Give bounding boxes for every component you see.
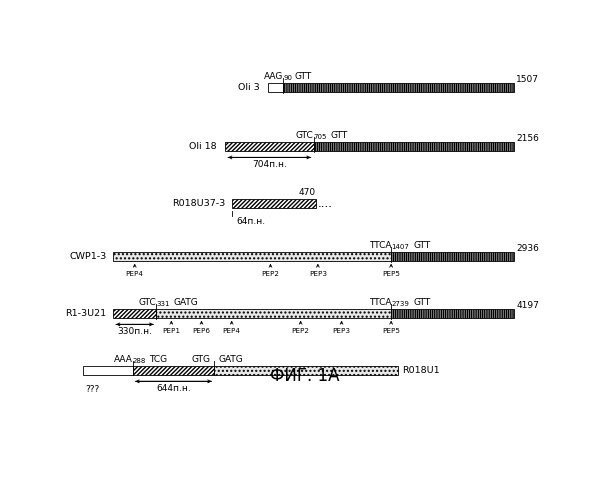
Text: PEP3: PEP3 bbox=[309, 270, 327, 276]
Bar bbox=[268, 83, 283, 92]
Text: AAA: AAA bbox=[114, 355, 133, 364]
Text: R018U1: R018U1 bbox=[402, 366, 440, 375]
Text: 470: 470 bbox=[299, 188, 316, 197]
Text: R1-3U21: R1-3U21 bbox=[65, 309, 107, 318]
Text: R018U37-3: R018U37-3 bbox=[172, 199, 226, 208]
Text: PEP6: PEP6 bbox=[193, 328, 211, 334]
Text: PEP4: PEP4 bbox=[126, 270, 144, 276]
Text: GATG: GATG bbox=[173, 298, 198, 307]
Text: TTCA: TTCA bbox=[369, 241, 391, 250]
Text: 1407: 1407 bbox=[391, 244, 409, 250]
Text: PEP2: PEP2 bbox=[261, 270, 280, 276]
Bar bbox=[83, 366, 133, 374]
Text: 4197: 4197 bbox=[516, 301, 539, 310]
Bar bbox=[133, 366, 214, 374]
Bar bbox=[391, 252, 514, 261]
Bar bbox=[214, 366, 397, 374]
Text: GTT: GTT bbox=[295, 72, 312, 81]
Text: 330п.н.: 330п.н. bbox=[117, 327, 152, 336]
Bar bbox=[283, 83, 514, 92]
Text: PEP3: PEP3 bbox=[333, 328, 350, 334]
Text: 2156: 2156 bbox=[516, 134, 539, 143]
Text: 704п.н.: 704п.н. bbox=[252, 160, 287, 169]
Text: 2936: 2936 bbox=[516, 244, 539, 254]
Text: ....: .... bbox=[318, 197, 333, 210]
Text: 705: 705 bbox=[314, 134, 327, 140]
Text: 331: 331 bbox=[156, 301, 170, 307]
Text: PEP5: PEP5 bbox=[382, 270, 400, 276]
Text: Oli 3: Oli 3 bbox=[238, 83, 259, 92]
Text: GTC: GTC bbox=[139, 298, 156, 307]
Text: PEP4: PEP4 bbox=[223, 328, 240, 334]
Text: GTG: GTG bbox=[191, 355, 210, 364]
Bar bbox=[391, 309, 514, 318]
Text: AAG: AAG bbox=[264, 72, 283, 81]
Text: 90: 90 bbox=[283, 75, 292, 81]
Bar bbox=[113, 252, 391, 261]
Text: ФИГ. 1А: ФИГ. 1А bbox=[270, 366, 340, 384]
Text: CWP1-3: CWP1-3 bbox=[70, 252, 107, 261]
Bar bbox=[226, 142, 314, 151]
Text: GTC: GTC bbox=[296, 131, 314, 140]
Text: PEP5: PEP5 bbox=[382, 328, 400, 334]
Bar bbox=[231, 199, 316, 207]
Text: GTT: GTT bbox=[330, 131, 347, 140]
Bar bbox=[113, 309, 156, 318]
Text: TTCA: TTCA bbox=[369, 298, 391, 307]
Text: Oli 18: Oli 18 bbox=[189, 142, 217, 151]
Text: 64п.н.: 64п.н. bbox=[236, 217, 265, 226]
Text: GTT: GTT bbox=[414, 298, 431, 307]
Text: 644п.н.: 644п.н. bbox=[156, 384, 191, 393]
Text: ???: ??? bbox=[85, 384, 99, 394]
Text: GTT: GTT bbox=[414, 241, 431, 250]
Text: 2739: 2739 bbox=[391, 301, 409, 307]
Text: GATG: GATG bbox=[219, 355, 243, 364]
Text: 288: 288 bbox=[133, 358, 146, 364]
Bar bbox=[156, 309, 391, 318]
Text: TCG: TCG bbox=[149, 355, 167, 364]
Bar bbox=[314, 142, 514, 151]
Text: 1507: 1507 bbox=[516, 76, 539, 84]
Text: PEP1: PEP1 bbox=[162, 328, 180, 334]
Text: PEP2: PEP2 bbox=[292, 328, 309, 334]
